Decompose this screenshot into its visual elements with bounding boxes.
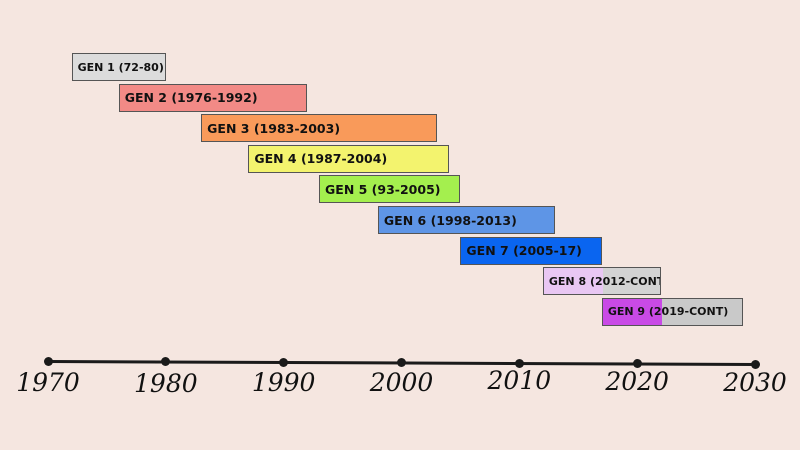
axis-tick-label: 2000 [369,368,434,397]
axis-tick-label: 1980 [134,369,198,398]
generation-bar: GEN 7 (2005-17) [460,236,602,265]
axis-tick-dot [161,357,171,366]
generation-bar-solid-segment [543,268,603,295]
axis-tick-label: 2010 [487,366,552,395]
generation-bar: GEN 2 (1976-1992) [118,83,308,112]
axis-tick-dot [632,359,642,368]
generation-bar: GEN 9 (2019-CONT) [601,297,744,326]
generation-bar: GEN 4 (1987-2004) [248,144,449,173]
generation-bar: GEN 6 (1998-2013) [377,206,555,234]
axis-tick-dot [750,359,760,369]
generation-bar: GEN 3 (1983-2003) [201,114,437,143]
generation-bar-label: GEN 4 (1987-2004) [254,151,388,167]
generation-bar-label: GEN 3 (1983-2003) [207,120,341,136]
generation-bar: GEN 5 (93-2005) [319,175,461,204]
generation-bar-label: GEN 2 (1976-1992) [124,90,258,106]
axis-tick-label: 2030 [723,368,787,397]
generation-bar-label: GEN 7 (2005-17) [466,243,582,259]
axis-tick-label: 2020 [605,367,669,396]
generation-bar-solid-segment [602,298,662,325]
generation-bar-label: GEN 8 (2012-CONT) [548,274,661,288]
axis-tick-label: 1990 [251,368,316,397]
axis-tick-label: 1970 [16,368,80,397]
generation-bar: GEN 8 (2012-CONT) [542,267,661,296]
generation-bar-label: GEN 9 (2019-CONT) [607,305,729,319]
generation-bar: GEN 1 (72-80) [71,53,166,81]
generation-bar-label: GEN 1 (72-80) [77,60,164,74]
generation-bar-label: GEN 5 (93-2005) [325,181,441,197]
axis-tick-dot [514,358,524,368]
axis-tick-dot [43,356,53,366]
axis-tick-dot [279,357,289,367]
generation-bar-label: GEN 6 (1998-2013) [383,212,517,228]
axis-tick-dot [397,358,406,367]
